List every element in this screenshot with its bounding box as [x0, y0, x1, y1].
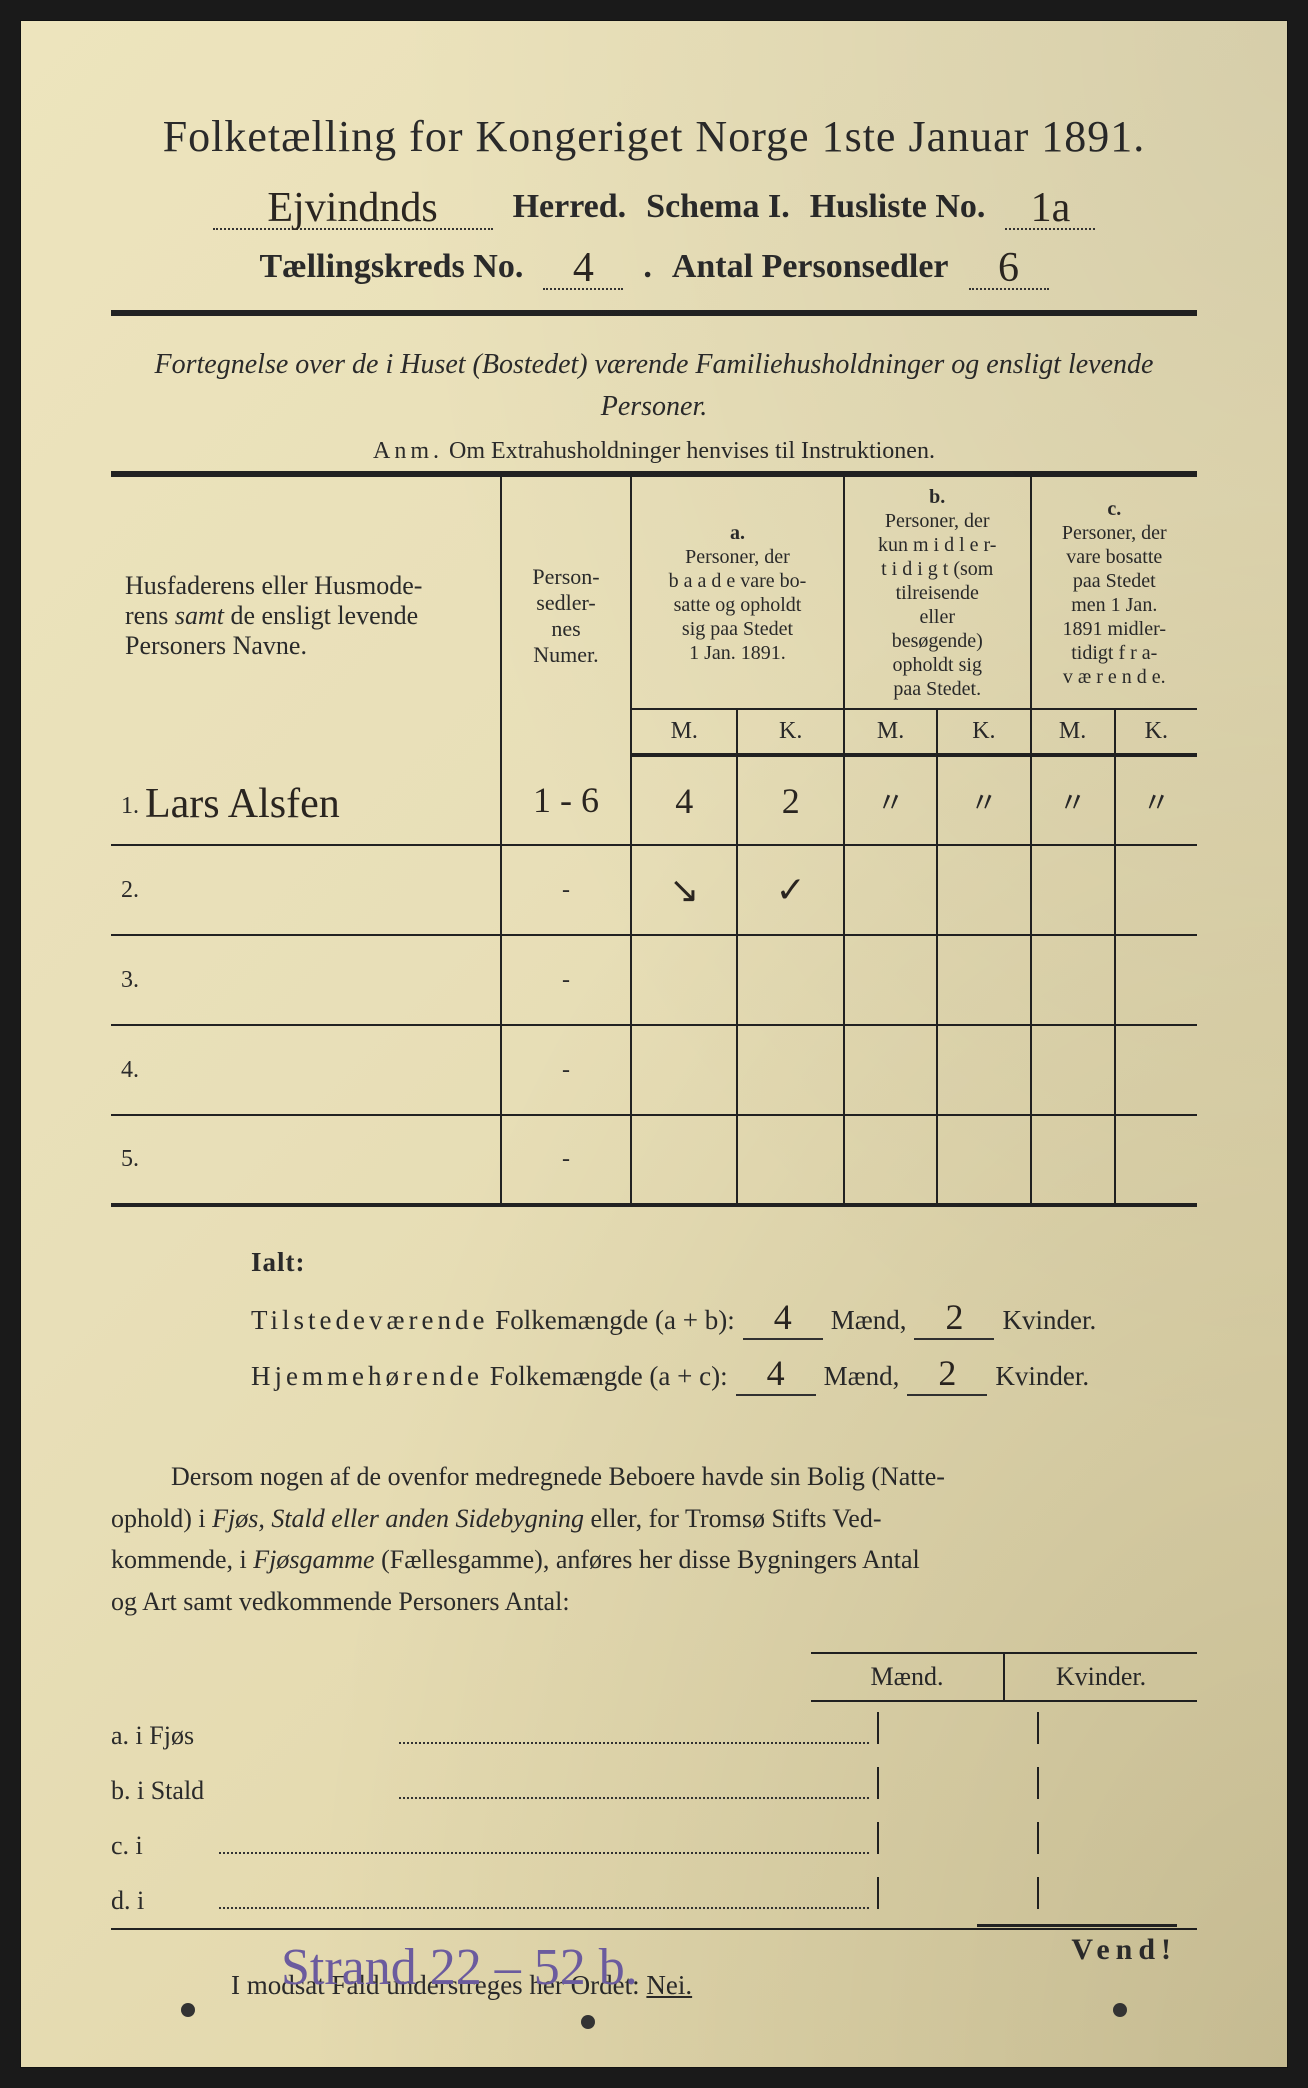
divider [111, 310, 1197, 316]
census-form-page: Folketælling for Kongeriget Norge 1ste J… [20, 20, 1288, 2068]
antal-value: 6 [998, 245, 1019, 291]
table-row: 4. - [111, 1025, 1197, 1115]
th-c-head: c. Personer, dervare bosattepaa Stedetme… [1031, 474, 1197, 709]
table-row: 1. Lars Alsfen 1 - 6 4 2 〃 〃 〃 〃 [111, 755, 1197, 845]
nei-word: Nei. [646, 1970, 692, 2000]
maend-header: Mænd. [811, 1654, 1005, 1700]
bottom-handwriting: Strand 22 – 52 b. [281, 1938, 638, 1997]
kreds-value: 4 [573, 245, 594, 291]
herred-label: Herred. [513, 188, 627, 226]
th-c-k: K. [1115, 709, 1197, 755]
kreds-label: Tællingskreds No. [259, 248, 523, 286]
anm-text: Om Extrahusholdninger henvises til Instr… [449, 438, 935, 464]
list-item: b. i Stald [111, 1767, 1197, 1806]
totals-block: Ialt: Tilstedeværende Folkemængde (a + b… [251, 1247, 1197, 1396]
punch-hole-icon [181, 2003, 195, 2017]
list-item: a. i Fjøs [111, 1712, 1197, 1751]
th-a-k: K. [737, 709, 843, 755]
annotation: Anm. Om Extrahusholdninger henvises til … [111, 438, 1197, 465]
header-line-2: Ejvindnds Herred. Schema I. Husliste No.… [111, 180, 1197, 230]
total-line-2: Hjemmehørende Folkemængde (a + c): 4 Mæn… [251, 1352, 1197, 1396]
header-line-3: Tællingskreds No. 4. Antal Personsedler … [111, 240, 1197, 290]
husliste-value: 1a [1031, 185, 1071, 231]
schema-label: Schema I. [646, 188, 790, 226]
antal-label: Antal Personsedler [672, 248, 949, 286]
th-numer: Person-sedler-nesNumer. [501, 474, 631, 755]
mk-header: Mænd. Kvinder. [811, 1654, 1197, 1700]
punch-hole-icon [581, 2015, 595, 2029]
page-title: Folketælling for Kongeriget Norge 1ste J… [111, 111, 1197, 162]
subtitle: Fortegnelse over de i Huset (Bostedet) v… [111, 344, 1197, 428]
th-b-head: b. Personer, derkun m i d l e r-t i d i … [844, 474, 1031, 709]
table-row: 2. - ↘ ✓ [111, 845, 1197, 935]
th-b-k: K. [937, 709, 1030, 755]
vend-label: Vend! [977, 1924, 1177, 1967]
th-c-m: M. [1031, 709, 1115, 755]
th-a-head: a. Personer, derb a a d e vare bo-satte … [631, 474, 844, 709]
th-b-m: M. [844, 709, 937, 755]
total-line-1: Tilstedeværende Folkemængde (a + b): 4 M… [251, 1296, 1197, 1340]
list-item: d. i [111, 1877, 1197, 1930]
punch-hole-icon [1113, 2003, 1127, 2017]
husliste-label: Husliste No. [810, 188, 986, 226]
table-row: 3. - [111, 935, 1197, 1025]
table-row: 5. - [111, 1115, 1197, 1205]
main-table: Husfaderens eller Husmode-rens samt de e… [111, 471, 1197, 1207]
instructions-paragraph: Dersom nogen af de ovenfor medregnede Be… [111, 1456, 1197, 1622]
ialt-label: Ialt: [251, 1247, 1197, 1278]
herred-value: Ejvindnds [267, 185, 437, 231]
th-a-m: M. [631, 709, 737, 755]
row1-name: Lars Alsfen [145, 781, 340, 827]
building-list: a. i Fjøs b. i Stald c. i d. i [111, 1712, 1197, 1930]
kvinder-header: Kvinder. [1005, 1654, 1197, 1700]
list-item: c. i [111, 1822, 1197, 1861]
th-name: Husfaderens eller Husmode-rens samt de e… [111, 474, 501, 755]
anm-prefix: Anm. [373, 438, 443, 464]
